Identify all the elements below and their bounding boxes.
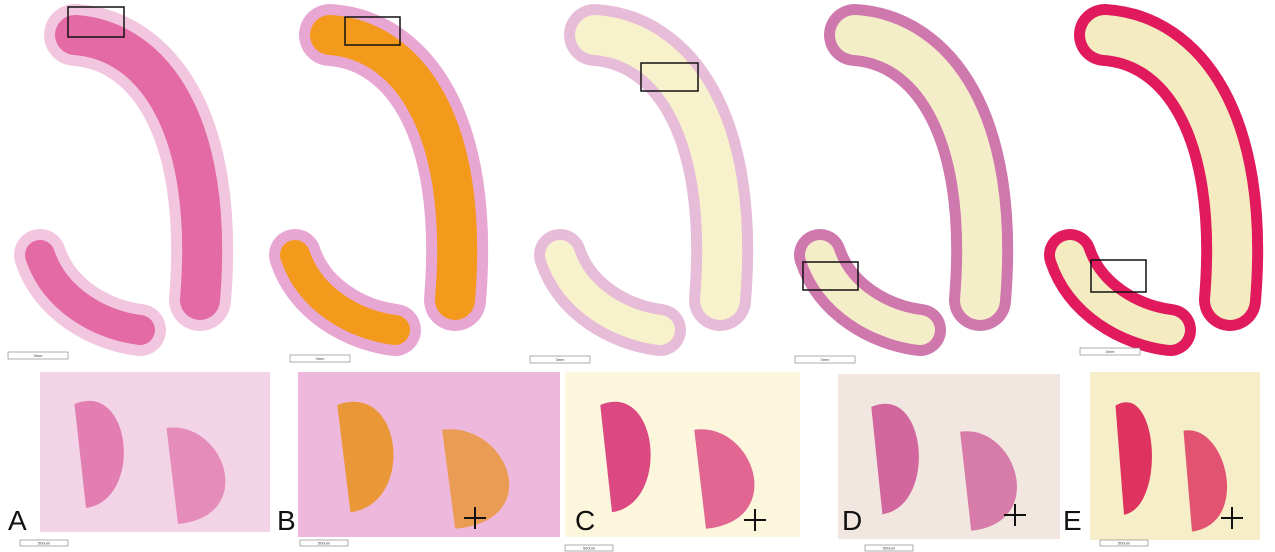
scale-bar <box>1079 347 1141 356</box>
scale-label: 3mm <box>316 356 326 361</box>
scale-bar <box>564 544 614 552</box>
scale-label: 500um <box>1118 541 1131 546</box>
tissue-core <box>25 240 155 345</box>
magnified-tissue <box>166 427 226 524</box>
scale-label: 3mm <box>1106 349 1116 354</box>
inset-box <box>344 16 401 46</box>
magnified-view <box>565 372 800 537</box>
magnified-tissue <box>74 400 124 508</box>
scale-bar <box>299 539 349 547</box>
scale-label: 500um <box>38 541 51 546</box>
scale-bar <box>529 355 591 364</box>
magnified-view <box>1090 372 1260 540</box>
magnified-view <box>298 372 560 537</box>
panel-label: A <box>8 505 27 536</box>
tissue-core <box>835 15 1003 320</box>
scale-bar <box>1099 539 1149 547</box>
panel <box>269 4 489 356</box>
scale-label: 3mm <box>34 353 44 358</box>
scale-label: 500um <box>583 546 596 551</box>
scale-bar <box>7 351 69 360</box>
inset-box <box>67 6 125 38</box>
magnified-tissue <box>600 401 651 513</box>
panel <box>794 4 1014 356</box>
panel-label: B <box>277 505 296 536</box>
scale-bar <box>289 354 351 363</box>
inset-box <box>1090 259 1147 293</box>
tissue-core <box>805 240 935 345</box>
scale-bar <box>794 355 856 364</box>
scale-label: 3mm <box>556 357 566 362</box>
magnified-tissue <box>337 401 394 513</box>
panel-label: E <box>1063 505 1082 536</box>
magnified-view <box>40 372 270 532</box>
panel <box>14 4 234 356</box>
magnified-view <box>838 374 1060 539</box>
magnified-tissue <box>694 429 755 529</box>
tissue-core <box>545 240 675 345</box>
inset-box <box>802 261 859 291</box>
panel-label: C <box>575 505 595 536</box>
scale-bar <box>864 544 914 552</box>
tissue-core <box>280 240 410 345</box>
inset-box <box>640 62 699 92</box>
panel-label: D <box>842 505 862 536</box>
panel <box>534 4 754 356</box>
scale-label: 3mm <box>821 357 831 362</box>
scale-label: 500um <box>318 541 331 546</box>
panel <box>1044 4 1264 356</box>
tissue-core <box>310 15 478 320</box>
scale-bar <box>19 539 69 547</box>
magnified-tissue <box>871 403 919 515</box>
tissue-core <box>575 15 743 320</box>
magnified-tissue <box>960 431 1017 531</box>
magnified-tissue <box>1183 430 1228 532</box>
magnified-tissue <box>1115 402 1152 515</box>
magnified-tissue <box>442 429 510 529</box>
scale-label: 500um <box>883 546 896 551</box>
tissue-core <box>55 15 223 320</box>
tissue-core <box>1085 15 1253 320</box>
tissue-core <box>1055 240 1185 345</box>
